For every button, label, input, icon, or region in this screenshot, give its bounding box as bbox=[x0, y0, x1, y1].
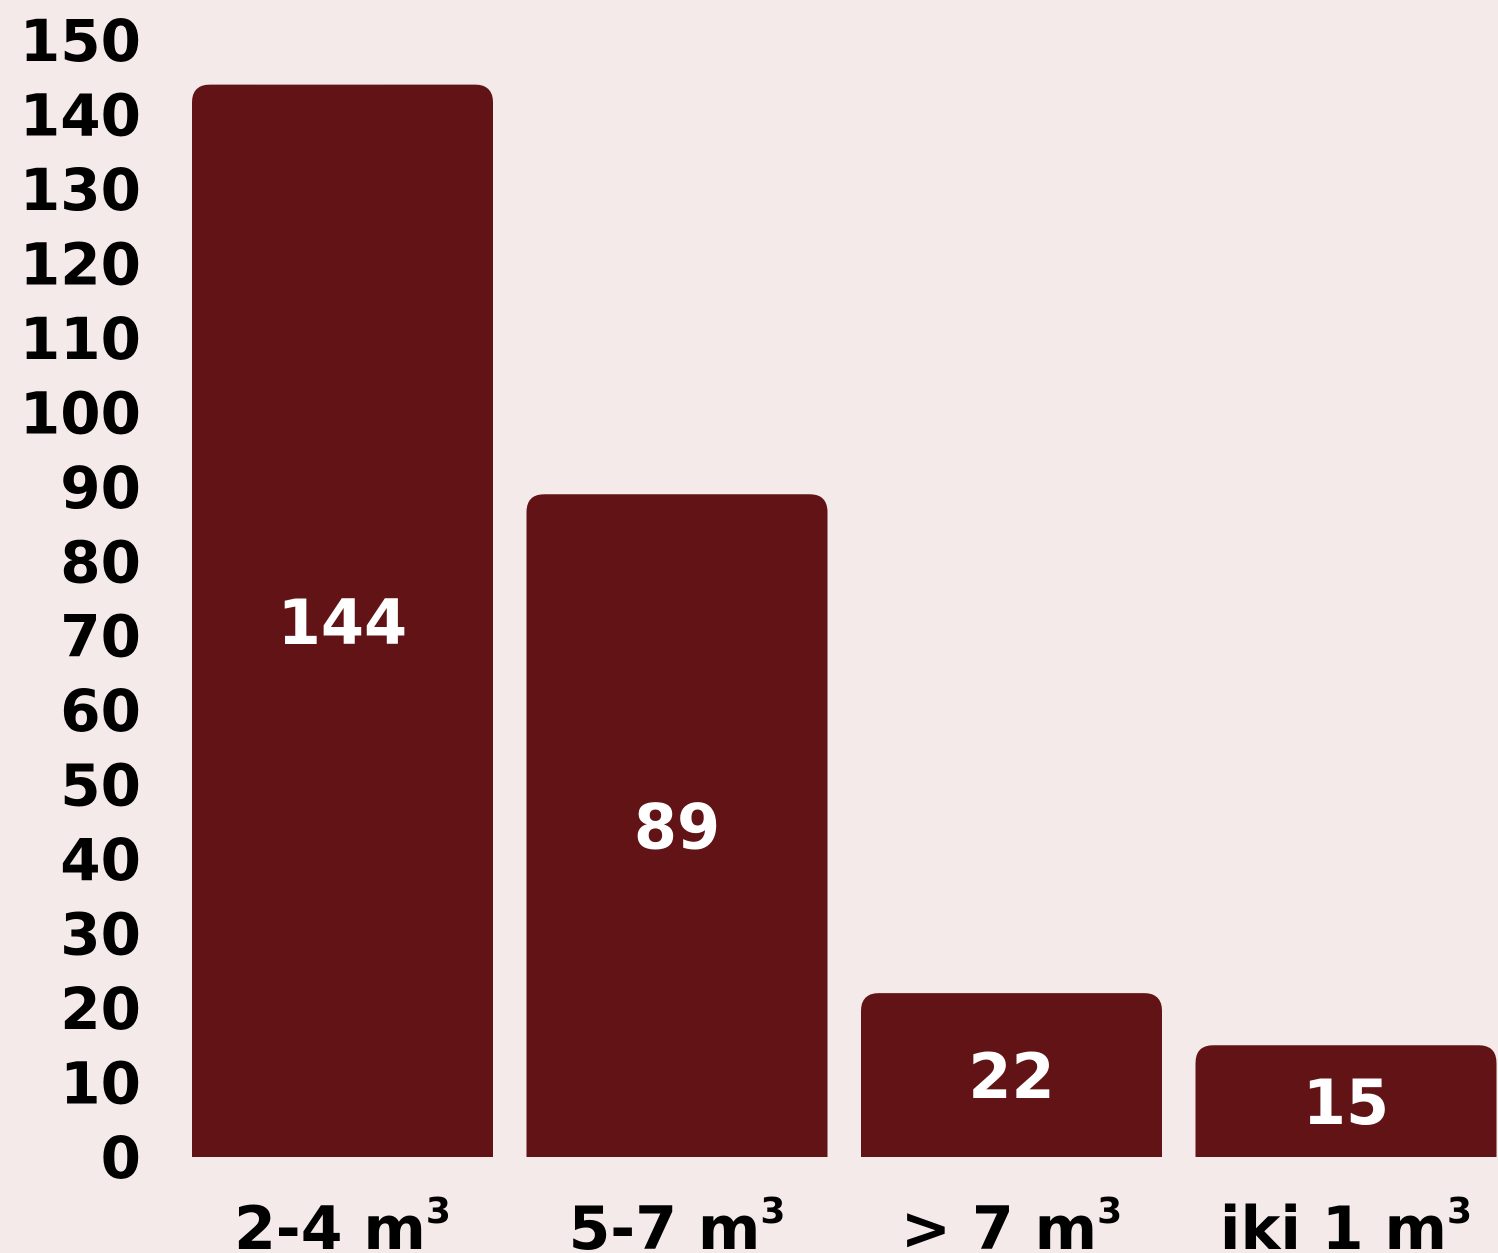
y-tick-label-130: 130 bbox=[20, 156, 141, 224]
y-tick-label-120: 120 bbox=[20, 230, 141, 298]
y-tick-label-150: 150 bbox=[20, 7, 141, 75]
bar-value-label-1: 144 bbox=[278, 586, 407, 659]
bar-value-label-2: 89 bbox=[634, 791, 720, 864]
y-tick-label-140: 140 bbox=[20, 81, 141, 149]
x-category-label-4: iki 1 m3 bbox=[1220, 1191, 1472, 1253]
y-tick-label-40: 40 bbox=[60, 826, 141, 894]
x-category-label-3: > 7 m3 bbox=[901, 1191, 1122, 1253]
bar-3 bbox=[861, 993, 1162, 1157]
y-tick-label-80: 80 bbox=[60, 528, 141, 596]
bars: 144 89 22 15 bbox=[192, 84, 1497, 1157]
x-category-label-text: 5-7 m bbox=[569, 1194, 761, 1253]
y-tick-label-100: 100 bbox=[20, 379, 141, 447]
x-category-label-text: > 7 m bbox=[901, 1194, 1097, 1253]
y-tick-label-20: 20 bbox=[60, 975, 141, 1043]
x-category-label-1: 2-4 m3 bbox=[234, 1191, 451, 1253]
y-tick-label-10: 10 bbox=[60, 1050, 141, 1118]
x-category-label-superscript: 3 bbox=[426, 1191, 451, 1232]
x-axis: 2-4 m3 5-7 m3 > 7 m3 iki 1 m3 bbox=[234, 1191, 1472, 1253]
y-tick-label-70: 70 bbox=[60, 603, 141, 671]
x-category-label-text: iki 1 m bbox=[1220, 1194, 1447, 1253]
y-tick-label-0: 0 bbox=[101, 1124, 141, 1192]
bar-4 bbox=[1195, 1045, 1497, 1157]
y-tick-label-30: 30 bbox=[60, 901, 141, 969]
y-tick-label-60: 60 bbox=[60, 677, 141, 745]
bar-value-label-3: 22 bbox=[968, 1040, 1054, 1113]
y-tick-label-110: 110 bbox=[20, 305, 141, 373]
bar-value-label-4: 15 bbox=[1303, 1066, 1389, 1139]
x-category-label-superscript: 3 bbox=[1447, 1191, 1472, 1232]
x-category-label-text: 2-4 m bbox=[234, 1194, 426, 1253]
bar-1 bbox=[192, 84, 493, 1157]
x-category-label-2: 5-7 m3 bbox=[569, 1191, 786, 1253]
x-category-label-superscript: 3 bbox=[760, 1191, 785, 1232]
x-category-label-superscript: 3 bbox=[1097, 1191, 1122, 1232]
y-tick-label-50: 50 bbox=[60, 752, 141, 820]
y-tick-label-90: 90 bbox=[60, 454, 141, 522]
bar-2 bbox=[526, 494, 828, 1157]
